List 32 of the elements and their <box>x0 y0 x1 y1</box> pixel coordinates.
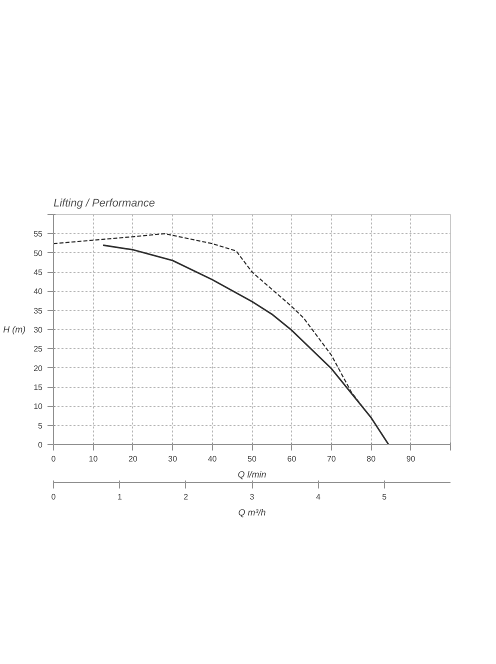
y-tick-label: 45 <box>34 268 44 277</box>
x-tick-label: 20 <box>128 454 138 464</box>
x-tick-label: 70 <box>326 454 336 464</box>
x-tick-label: 10 <box>88 454 98 464</box>
x-tick-label: 0 <box>51 454 56 464</box>
y-tick-label: 25 <box>34 344 44 354</box>
chart-title: Lifting / Performance <box>54 198 155 210</box>
y-tick-label: 40 <box>34 287 44 296</box>
x-tick-label: 60 <box>287 454 297 464</box>
x-tick-label: 50 <box>248 454 257 464</box>
y-axis-title: H (m) <box>3 324 26 334</box>
y-tick-label: 30 <box>34 326 44 334</box>
x-axis-title: Q l/min <box>238 470 266 480</box>
x2-tick-label: 3 <box>250 492 255 502</box>
y-tick-label: 0 <box>38 440 44 450</box>
y-tick-label: 15 <box>34 383 44 392</box>
x2-tick-label: 2 <box>184 492 189 502</box>
x-tick-label: 30 <box>168 454 178 464</box>
x2-tick-label: 4 <box>316 492 321 502</box>
x-tick-label: 80 <box>366 454 376 464</box>
x2-tick-label: 5 <box>382 492 388 502</box>
x-tick-label: 40 <box>208 454 218 464</box>
x2-tick-label: 1 <box>117 492 122 502</box>
x2-tick-label: 0 <box>51 492 56 502</box>
y-tick-label: 10 <box>34 402 44 412</box>
y-tick-label: 50 <box>34 248 44 258</box>
x2-axis-title: Q m³/h <box>238 508 266 518</box>
y-tick-label: 5 <box>38 421 44 430</box>
y-tick-label: 20 <box>34 364 44 373</box>
y-tick-label: 55 <box>34 230 44 239</box>
y-tick-label: 35 <box>34 306 44 316</box>
x-tick-label: 90 <box>406 454 416 464</box>
